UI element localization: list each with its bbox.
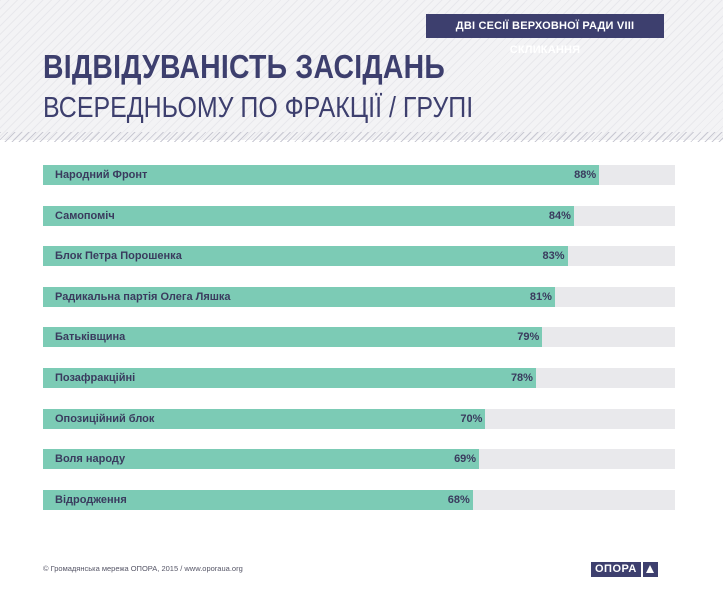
bar-row: Відродження 68% bbox=[43, 489, 675, 510]
category-label: Воля народу bbox=[55, 453, 126, 466]
bar bbox=[43, 165, 600, 185]
bar-row: Самопоміч 84% bbox=[43, 205, 675, 226]
category-label: Народний Фронт bbox=[55, 169, 148, 181]
bar bbox=[43, 286, 555, 307]
value-label: 68% bbox=[447, 493, 470, 506]
bar bbox=[43, 408, 486, 429]
value-label: 84% bbox=[548, 209, 571, 222]
category-label: Опозиційний блок bbox=[55, 412, 155, 425]
bar-chart: Народний Фронт 88% Самопоміч 84% Блок Петра … bbox=[0, 140, 723, 540]
hatch-divider bbox=[0, 132, 723, 142]
chart-subtitle: ВСЕРЕДНЬОМУ ПО ФРАКЦІЇ / ГРУПІ bbox=[43, 92, 474, 124]
bar-row: Опозиційний блок 70% bbox=[43, 408, 675, 429]
bar bbox=[43, 449, 480, 470]
bar-row: Батьківщина 79% bbox=[43, 327, 675, 348]
category-label: Самопоміч bbox=[55, 209, 115, 222]
triangle-icon bbox=[642, 562, 658, 577]
category-label: Радикальна партія Олега Ляшка bbox=[55, 290, 231, 303]
value-label: 69% bbox=[454, 453, 477, 466]
bar bbox=[43, 489, 473, 510]
value-label: 78% bbox=[510, 372, 533, 384]
opora-logo[interactable]: ОПОРА bbox=[591, 562, 658, 577]
category-label: Відродження bbox=[55, 493, 127, 506]
value-label: 79% bbox=[517, 331, 540, 344]
value-label: 88% bbox=[574, 169, 597, 181]
category-label: Блок Петра Порошенка bbox=[55, 250, 182, 263]
session-badge: ДВІ СЕСІЇ ВЕРХОВНОЇ РАДИ VIII СКЛИКАННЯ bbox=[426, 14, 664, 56]
chart-title: ВІДВІДУВАНІСТЬ ЗАСІДАНЬ bbox=[43, 48, 446, 85]
value-label: 83% bbox=[542, 250, 565, 263]
bar-row: Позафракційні 78% bbox=[43, 368, 675, 388]
bar-row: Народний Фронт 88% bbox=[43, 165, 675, 185]
bar bbox=[43, 205, 574, 226]
logo-text: ОПОРА bbox=[591, 562, 641, 577]
bar-row: Радикальна партія Олега Ляшка 81% bbox=[43, 286, 675, 307]
value-label: 81% bbox=[529, 290, 552, 303]
bar-row: Блок Петра Порошенка 83% bbox=[43, 246, 675, 267]
bar-row: Воля народу 69% bbox=[43, 449, 675, 470]
value-label: 70% bbox=[460, 412, 483, 425]
copyright-text: © Громадянська мережа ОПОРА, 2015 / www.… bbox=[43, 564, 243, 573]
bar bbox=[43, 368, 536, 388]
bar bbox=[43, 327, 543, 348]
category-label: Батьківщина bbox=[55, 331, 126, 344]
bar bbox=[43, 246, 568, 267]
category-label: Позафракційні bbox=[55, 372, 136, 384]
